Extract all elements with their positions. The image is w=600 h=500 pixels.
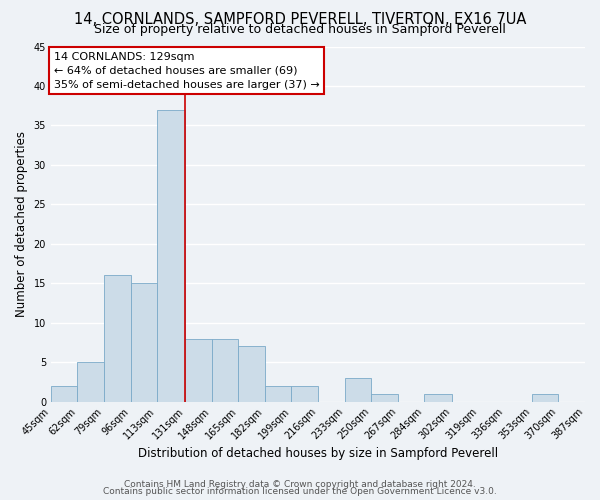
Text: 14 CORNLANDS: 129sqm
← 64% of detached houses are smaller (69)
35% of semi-detac: 14 CORNLANDS: 129sqm ← 64% of detached h…: [53, 52, 319, 90]
Bar: [157, 110, 185, 402]
Bar: [131, 284, 157, 402]
Y-axis label: Number of detached properties: Number of detached properties: [15, 131, 28, 317]
Bar: [77, 362, 104, 402]
X-axis label: Distribution of detached houses by size in Sampford Peverell: Distribution of detached houses by size …: [138, 447, 498, 460]
Bar: [185, 338, 212, 402]
Bar: [238, 346, 265, 402]
Bar: [292, 386, 318, 402]
Bar: [371, 394, 398, 402]
Bar: [265, 386, 292, 402]
Text: Contains HM Land Registry data © Crown copyright and database right 2024.: Contains HM Land Registry data © Crown c…: [124, 480, 476, 489]
Bar: [212, 338, 238, 402]
Bar: [424, 394, 452, 402]
Bar: [344, 378, 371, 402]
Bar: [104, 276, 131, 402]
Bar: [532, 394, 559, 402]
Bar: [51, 386, 77, 402]
Text: 14, CORNLANDS, SAMPFORD PEVERELL, TIVERTON, EX16 7UA: 14, CORNLANDS, SAMPFORD PEVERELL, TIVERT…: [74, 12, 526, 28]
Text: Size of property relative to detached houses in Sampford Peverell: Size of property relative to detached ho…: [94, 22, 506, 36]
Text: Contains public sector information licensed under the Open Government Licence v3: Contains public sector information licen…: [103, 488, 497, 496]
